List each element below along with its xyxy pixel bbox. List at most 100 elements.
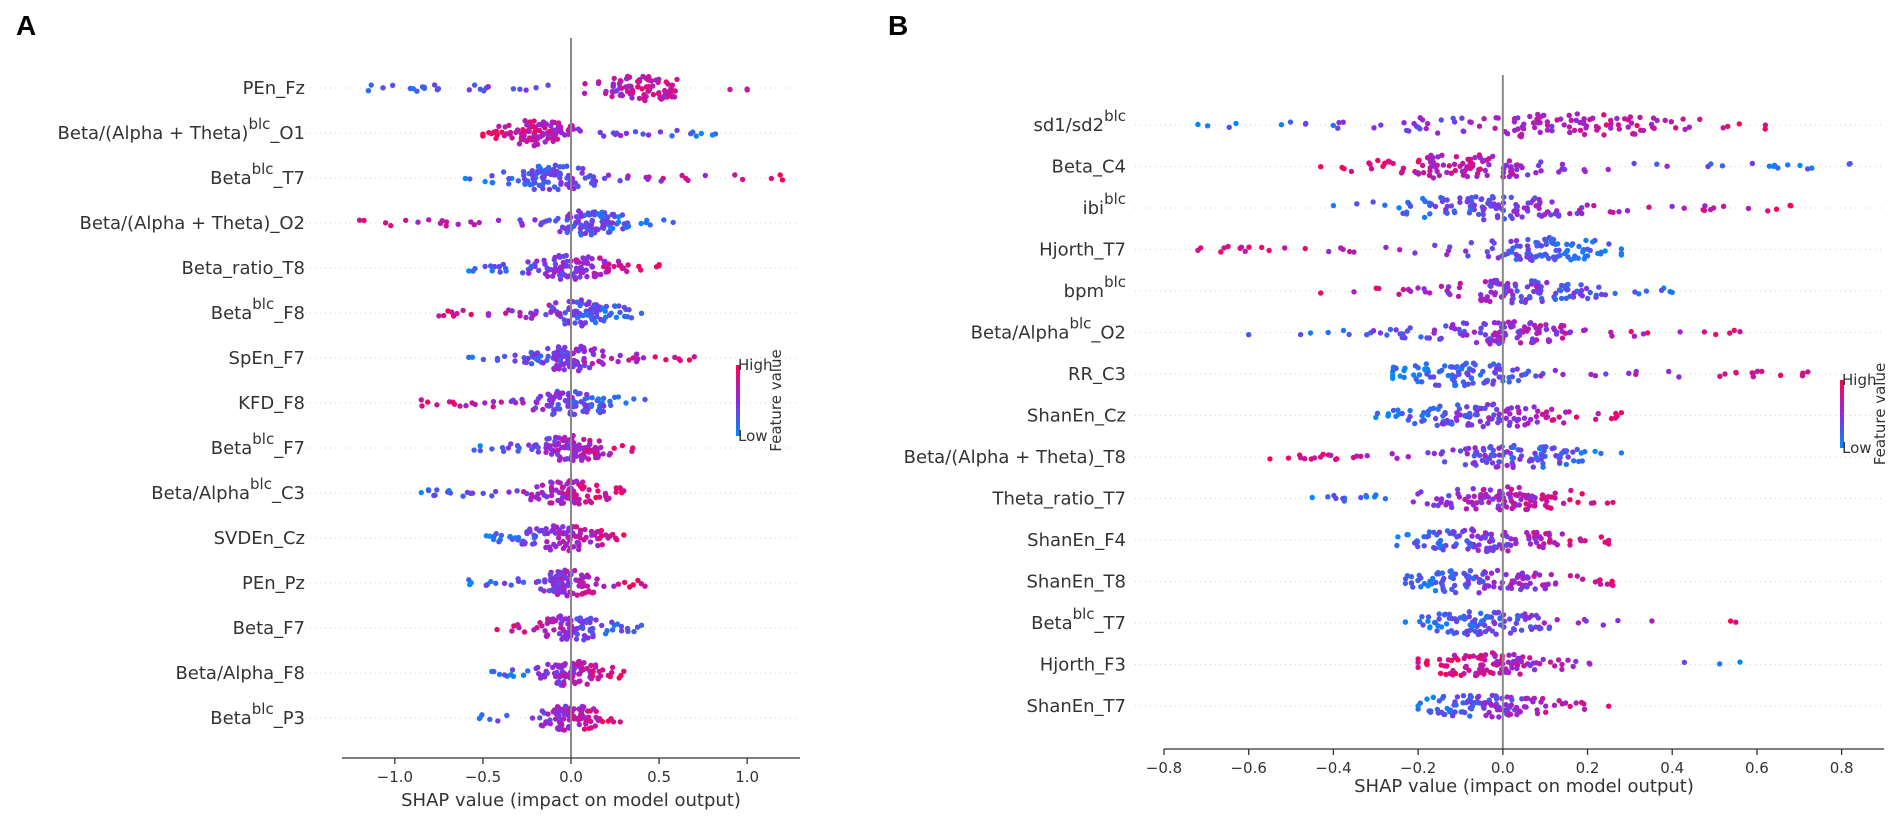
- feature-label: Beta_F7: [233, 618, 305, 639]
- shap-point: [1517, 456, 1523, 462]
- shap-point: [1448, 170, 1455, 176]
- shap-point: [1595, 410, 1601, 417]
- shap-point: [1233, 120, 1239, 127]
- shap-point: [1525, 236, 1531, 243]
- shap-point: [564, 630, 570, 637]
- shap-point: [1348, 168, 1355, 175]
- shap-point: [557, 614, 564, 620]
- shap-point: [1460, 320, 1467, 326]
- shap-point: [1579, 458, 1586, 464]
- shap-point: [1516, 253, 1522, 260]
- shap-point: [1460, 528, 1466, 535]
- shap-point: [516, 445, 522, 451]
- shap-point: [1725, 123, 1731, 130]
- shap-point: [470, 268, 476, 274]
- shap-point: [1568, 242, 1575, 248]
- shap-point: [1521, 415, 1528, 421]
- shap-point: [1686, 124, 1693, 130]
- shap-point: [530, 312, 536, 318]
- shap-point: [1444, 169, 1450, 176]
- shap-point: [1467, 713, 1473, 719]
- shap-point: [1454, 486, 1461, 493]
- shap-point: [1573, 700, 1579, 706]
- shap-point: [414, 88, 420, 94]
- shap-point: [1536, 212, 1543, 218]
- shap-point: [544, 494, 550, 500]
- shap-point: [1358, 494, 1364, 501]
- shap-point: [1598, 249, 1604, 255]
- shap-point: [1507, 616, 1513, 622]
- x-tick-label: 0.6: [1745, 759, 1769, 777]
- shap-point: [1416, 372, 1423, 378]
- shap-point: [1581, 116, 1587, 122]
- shap-point: [1477, 330, 1484, 336]
- shap-point: [1436, 369, 1443, 375]
- shap-point: [586, 365, 593, 371]
- shap-point: [1799, 373, 1806, 379]
- shap-point: [1472, 617, 1478, 623]
- shap-point: [487, 533, 493, 539]
- shap-point: [1612, 290, 1618, 297]
- shap-point: [1466, 614, 1473, 620]
- shap-point: [521, 136, 528, 143]
- shap-point: [1565, 254, 1571, 260]
- shap-point: [1508, 702, 1515, 708]
- shap-point: [591, 346, 598, 352]
- shap-point: [1680, 116, 1686, 122]
- shap-point: [487, 716, 493, 722]
- shap-point: [1537, 323, 1544, 329]
- shap-point: [1453, 382, 1459, 388]
- shap-point: [431, 82, 438, 88]
- shap-point: [553, 390, 560, 397]
- shap-point: [533, 494, 539, 500]
- shap-point: [531, 535, 538, 541]
- shap-point: [1431, 502, 1437, 508]
- shap-point: [1525, 420, 1531, 426]
- shap-point: [1480, 368, 1486, 375]
- shap-point: [1421, 417, 1427, 423]
- shap-point: [590, 673, 596, 679]
- shap-point: [587, 539, 594, 545]
- shap-point: [532, 405, 539, 411]
- shap-point: [1427, 211, 1433, 217]
- x-tick-label: 0.5: [647, 768, 671, 786]
- shap-point: [1533, 283, 1540, 289]
- shap-point: [1417, 126, 1423, 132]
- shap-point: [1468, 694, 1475, 700]
- feature-label: Betablc_T7: [210, 160, 305, 189]
- shap-point: [564, 583, 570, 589]
- shap-point: [1497, 507, 1503, 513]
- shap-point: [533, 85, 539, 91]
- shap-point: [1702, 203, 1708, 209]
- shap-point: [1460, 363, 1466, 369]
- shap-point: [614, 130, 620, 136]
- shap-point: [585, 635, 591, 641]
- shap-point: [609, 627, 616, 633]
- shap-point: [560, 524, 566, 530]
- shap-point: [1470, 486, 1476, 492]
- shap-point: [1480, 211, 1486, 218]
- shap-point: [1453, 541, 1459, 547]
- shap-point: [634, 624, 641, 630]
- shap-point: [1487, 282, 1493, 289]
- shap-point: [605, 214, 611, 220]
- shap-point: [535, 664, 541, 671]
- shap-point: [1540, 656, 1546, 663]
- shap-point: [1720, 203, 1727, 209]
- shap-point: [585, 301, 592, 307]
- shap-point: [522, 181, 528, 187]
- shap-point: [732, 172, 738, 178]
- shap-point: [1544, 498, 1550, 505]
- shap-point: [1574, 111, 1581, 117]
- shap-point: [497, 269, 503, 275]
- shap-point: [1561, 122, 1567, 128]
- shap-point: [1580, 576, 1586, 582]
- shap-point: [1508, 194, 1515, 201]
- shap-point: [1580, 249, 1586, 255]
- shap-point: [577, 530, 583, 537]
- shap-point: [559, 494, 566, 501]
- shap-point: [1654, 117, 1660, 124]
- shap-point: [1574, 573, 1581, 579]
- shap-point: [554, 136, 561, 142]
- shap-point: [602, 490, 609, 497]
